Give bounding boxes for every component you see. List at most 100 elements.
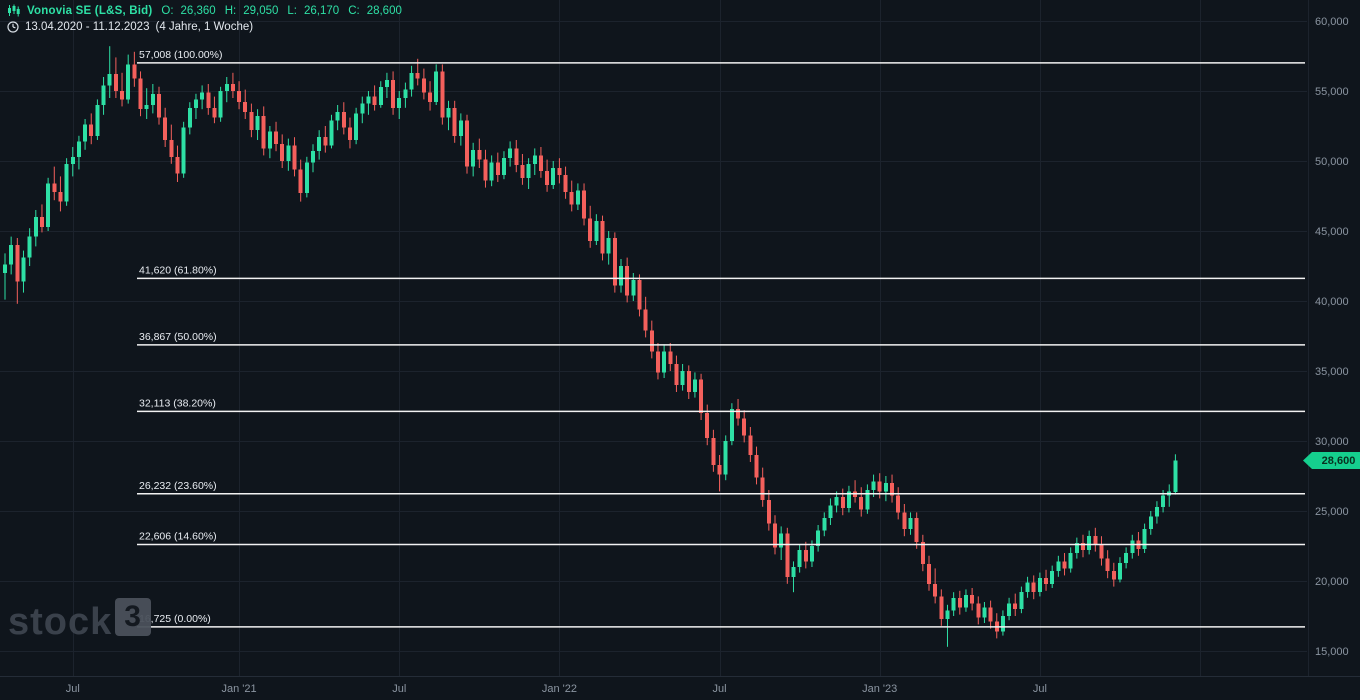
candle-body: [286, 145, 291, 161]
x-axis-label: Jul: [1033, 683, 1047, 695]
candle-body: [200, 92, 205, 100]
candle-body: [169, 140, 174, 157]
candle: [243, 89, 248, 119]
candle-body: [834, 497, 839, 506]
candle-body: [569, 191, 574, 205]
candle: [311, 144, 315, 173]
candle-body: [927, 564, 931, 584]
candle-body: [76, 141, 81, 157]
candle-body: [760, 477, 765, 500]
candle-body: [1124, 553, 1129, 563]
candle-body: [662, 351, 667, 373]
y-axis[interactable]: 60,000 55,000 50,000 45,000 40,000 35,000 30,0…: [1315, 16, 1349, 658]
y-axis-label: 40,000: [1315, 296, 1349, 308]
grid-layer: [0, 0, 1307, 676]
candle: [976, 596, 981, 625]
low-label: L:: [287, 4, 297, 17]
candle: [563, 166, 568, 199]
candle-body: [939, 596, 944, 619]
timeframe-row: 13.04.2020 - 11.12.2023 (4 Jahre, 1 Woch…: [7, 21, 402, 33]
candle-body: [742, 418, 747, 436]
candle-body: [797, 550, 802, 567]
candle: [612, 232, 617, 293]
candle-body: [920, 541, 925, 565]
candle: [1173, 454, 1178, 495]
candle-body: [9, 245, 14, 265]
candle-body: [557, 168, 562, 175]
candle-body: [347, 127, 352, 140]
candle-body: [1154, 506, 1159, 517]
candle-body: [120, 91, 125, 100]
candle: [773, 515, 777, 555]
candle: [600, 215, 605, 261]
candle: [711, 429, 716, 472]
candle-body: [255, 116, 260, 131]
candle-body: [397, 98, 402, 108]
watermark-cube: 3: [115, 598, 151, 636]
candle: [46, 177, 51, 231]
x-axis-label: Jul: [392, 683, 406, 695]
candle-body: [89, 124, 94, 136]
candle: [723, 435, 728, 481]
x-axis[interactable]: Jul Jan '21 Jul Jan '22 Jul Jan '23 Jul: [66, 683, 1047, 695]
candle: [421, 68, 426, 100]
x-axis-label: Jul: [713, 683, 727, 695]
candle: [1148, 511, 1153, 535]
candle: [3, 253, 7, 300]
candle-body: [1173, 460, 1178, 492]
candle: [200, 85, 205, 110]
candle: [717, 455, 722, 492]
candle-body: [64, 163, 69, 202]
candle: [557, 158, 562, 184]
candle-body: [1062, 561, 1067, 569]
x-axis-label: Jul: [66, 683, 80, 695]
candle: [994, 613, 999, 639]
candle: [988, 600, 993, 629]
fib-retracement[interactable]: 57,008 (100.00%) 41,620 (61.80%) 36,867 (5…: [137, 49, 1305, 628]
candle-body: [1117, 562, 1122, 580]
candle-body: [1074, 543, 1079, 553]
candle-body: [508, 148, 513, 159]
candle-body: [206, 92, 211, 108]
y-axis-label: 55,000: [1315, 86, 1349, 98]
candle: [933, 568, 938, 604]
candle: [760, 467, 765, 507]
candle: [9, 236, 14, 275]
candle: [83, 119, 88, 150]
candle-body: [668, 351, 673, 364]
candle-body: [970, 595, 975, 604]
candle: [280, 134, 285, 168]
y-axis-label: 25,000: [1315, 506, 1349, 518]
y-axis-label: 15,000: [1315, 646, 1349, 658]
candle: [982, 602, 987, 623]
instrument-row: Vonovia SE (L&S, Bid) O: 26,360 H: 29,050 …: [7, 4, 402, 17]
candle: [1068, 547, 1073, 573]
candle: [107, 46, 112, 98]
candle-body: [514, 148, 519, 166]
candle: [206, 84, 211, 115]
candle-body: [976, 603, 981, 618]
candle-body: [791, 567, 796, 577]
candle-body: [372, 96, 377, 105]
candle: [1130, 534, 1135, 559]
candle: [785, 527, 790, 584]
candle: [883, 476, 888, 502]
candle-body: [489, 162, 494, 181]
candle-body: [1044, 578, 1049, 584]
candle-body: [1025, 582, 1030, 593]
candle-body: [1087, 536, 1092, 551]
candle: [951, 592, 956, 616]
candle-body: [631, 280, 636, 296]
candle-body: [477, 149, 482, 160]
candle-body: [736, 408, 741, 419]
candle-body: [181, 127, 186, 174]
candle-body: [52, 183, 57, 192]
y-axis-label: 45,000: [1315, 226, 1349, 238]
candle-body: [292, 145, 297, 170]
candle-body: [218, 91, 223, 118]
candle: [181, 121, 186, 178]
candle: [489, 155, 494, 187]
instrument-name[interactable]: Vonovia SE (L&S, Bid): [27, 4, 153, 17]
x-axis-label: Jan '22: [542, 683, 577, 695]
